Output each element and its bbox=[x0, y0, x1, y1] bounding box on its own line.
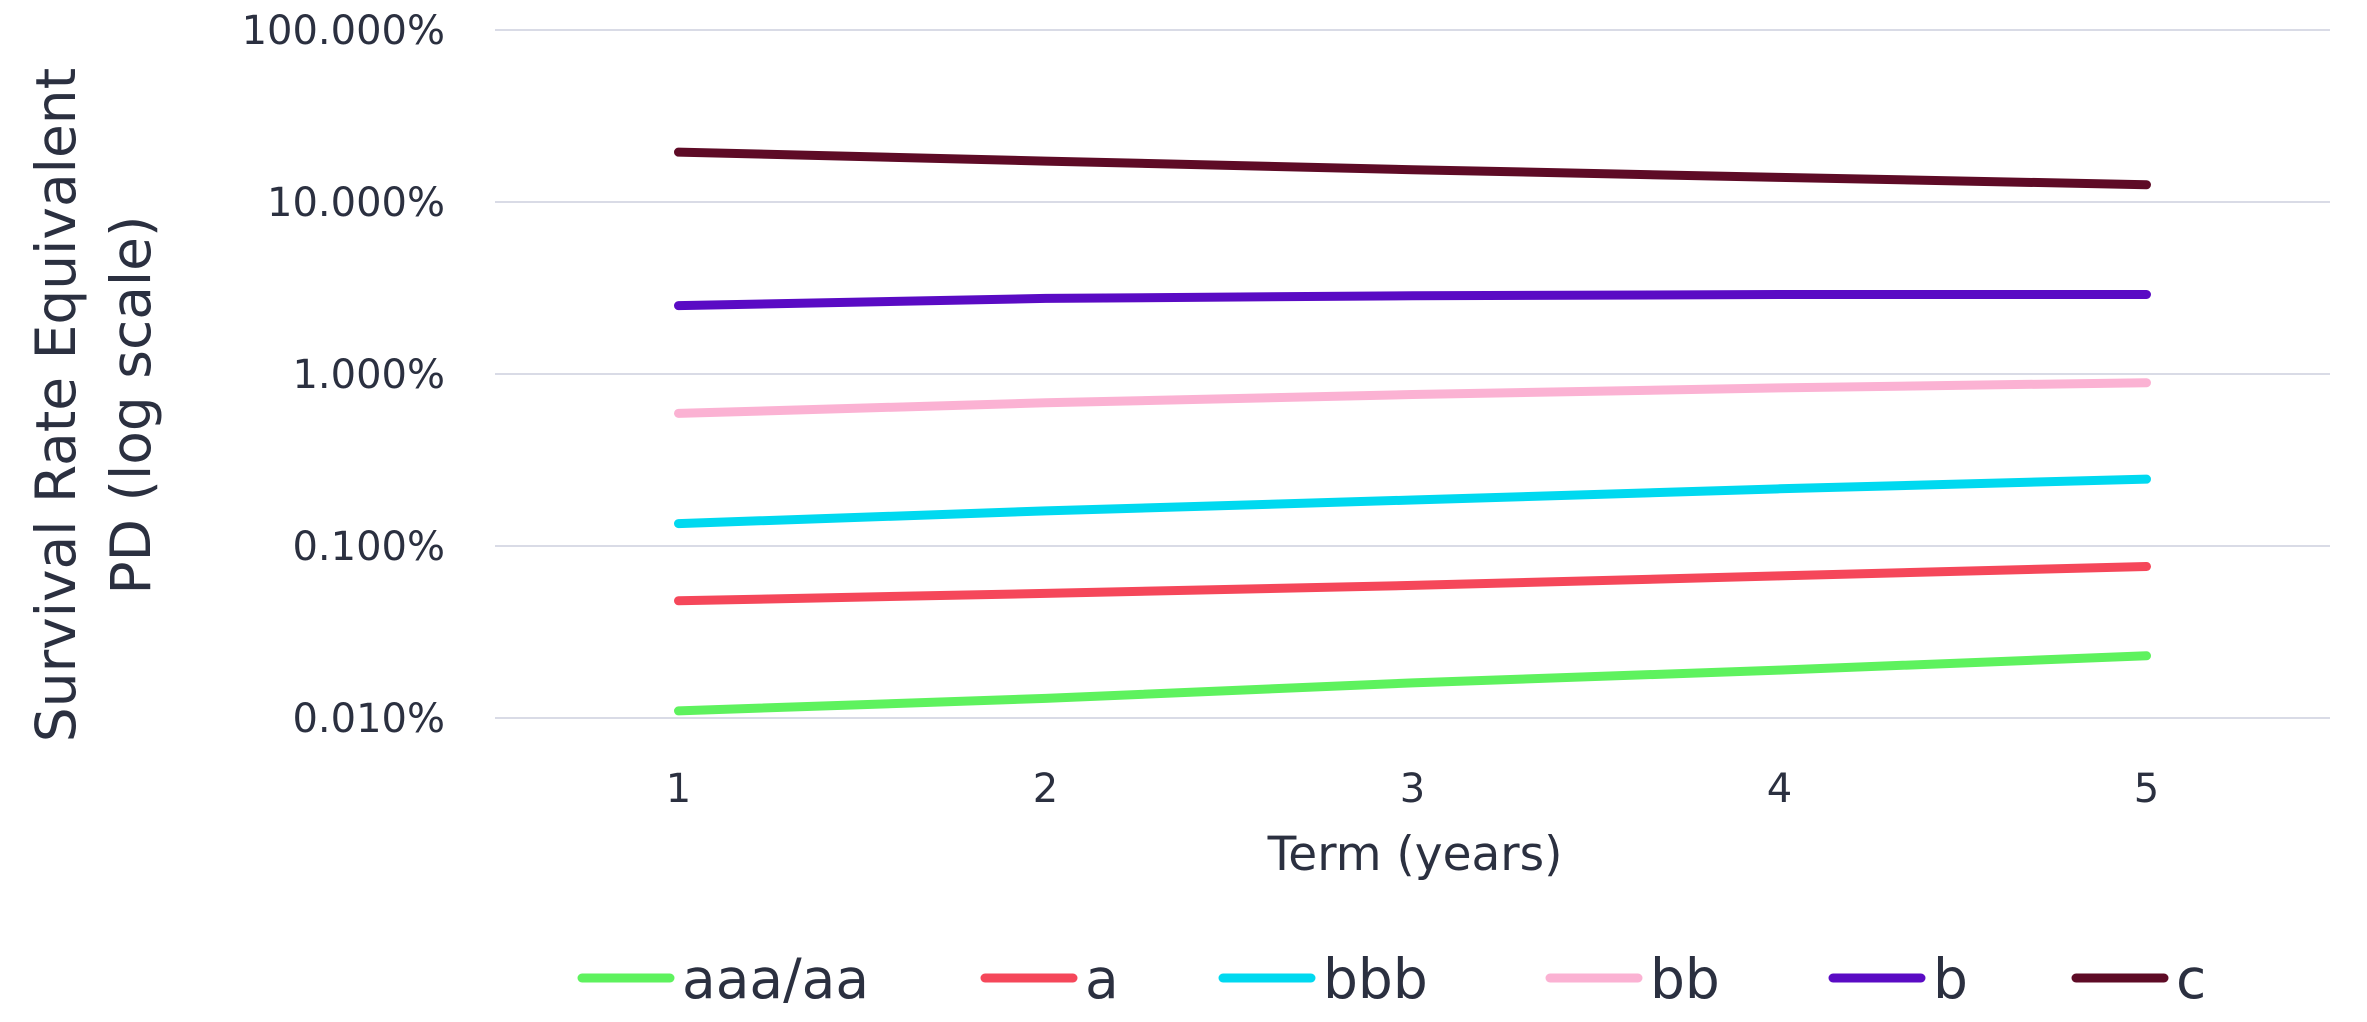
x-tick-label: 1 bbox=[666, 766, 691, 812]
legend-label: aaa/aa bbox=[682, 947, 869, 1011]
x-axis-tick-labels: 1 2 3 4 5 bbox=[666, 766, 2159, 812]
y-axis-tick-labels: 0.010% 0.100% 1.000% 10.000% 100.000% bbox=[242, 8, 445, 742]
legend: aaa/aa a bbb bb b c bbox=[577, 947, 2206, 1011]
legend-item-bbb: bbb bbox=[1218, 947, 1428, 1011]
x-tick-label: 4 bbox=[1767, 766, 1792, 812]
legend-item-b: b bbox=[1828, 947, 1968, 1011]
x-tick-label: 3 bbox=[1400, 766, 1425, 812]
legend-label: a bbox=[1085, 947, 1119, 1011]
legend-label: bbb bbox=[1323, 947, 1428, 1011]
series-line-c bbox=[674, 147, 2151, 190]
y-axis-title-line-1: Survival Rate Equivalent bbox=[24, 68, 88, 742]
legend-item-aaa-aa: aaa/aa bbox=[577, 947, 869, 1011]
legend-label: b bbox=[1933, 947, 1968, 1011]
legend-label: c bbox=[2176, 947, 2206, 1011]
series-lines bbox=[674, 147, 2151, 716]
series-line-aaa-aa bbox=[674, 651, 2151, 716]
y-axis-title: Survival Rate Equivalent PD (log scale) bbox=[24, 68, 163, 742]
series-line-a bbox=[674, 562, 2151, 606]
y-tick-label: 0.010% bbox=[292, 696, 445, 742]
y-tick-label: 10.000% bbox=[267, 180, 445, 226]
x-tick-label: 5 bbox=[2134, 766, 2159, 812]
y-tick-label: 0.100% bbox=[292, 524, 445, 570]
legend-label: bb bbox=[1650, 947, 1720, 1011]
y-tick-label: 100.000% bbox=[242, 8, 445, 54]
series-line-bbb bbox=[674, 474, 2151, 529]
series-line-b bbox=[674, 290, 2151, 311]
gridlines bbox=[495, 29, 2330, 719]
legend-item-a: a bbox=[980, 947, 1119, 1011]
x-tick-label: 2 bbox=[1033, 766, 1058, 812]
y-tick-label: 1.000% bbox=[292, 352, 445, 398]
y-axis-title-line-2: PD (log scale) bbox=[99, 216, 163, 595]
series-line-bb bbox=[674, 378, 2151, 418]
legend-item-bb: bb bbox=[1545, 947, 1720, 1011]
x-axis-title: Term (years) bbox=[1267, 827, 1563, 882]
legend-item-c: c bbox=[2071, 947, 2206, 1011]
